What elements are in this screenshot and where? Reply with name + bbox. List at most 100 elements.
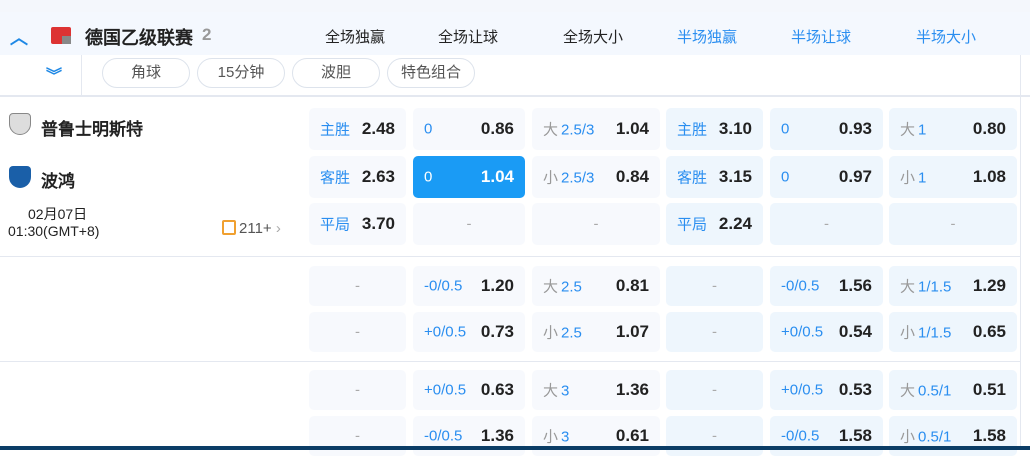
odds-label: 0 [424,121,432,138]
odds-label: -0/0.5 [424,278,462,295]
odds-cell[interactable]: 小 1/1.5 0.65 [889,312,1017,352]
odds-cell[interactable]: 小 2.5 1.07 [532,312,660,352]
odds-cell[interactable]: 0 0.97 [770,156,883,198]
odds-line: -0/0.5 [424,427,463,445]
odds-line: 1 [918,121,927,139]
column-header-ft-handicap[interactable]: 全场让球 [437,29,498,46]
odds-side: 大 [543,278,559,296]
odds-cell[interactable]: 主胜 3.10 [666,108,763,150]
stats-clock-icon [222,220,236,235]
odds-cell[interactable]: -0/0.5 1.20 [413,266,525,306]
home-team[interactable]: 普鲁士明斯特 [41,120,143,139]
odds-value: 2.63 [361,167,395,186]
odds-cell[interactable]: 大 1/1.5 1.29 [889,266,1017,306]
odds-label: 大 0.5/1 [900,380,951,401]
filter-15min[interactable]: 15分钟 [197,58,285,88]
odds-cell[interactable]: -0/0.5 1.56 [770,266,883,306]
odds-cell: - [889,203,1017,245]
odds-label: 大 2.5 [543,276,582,297]
odds-side: 大 [900,121,916,139]
odds-value: 0.86 [480,119,514,138]
odds-cell[interactable]: 主胜 2.48 [309,108,406,150]
odds-cell[interactable]: -0/0.5 1.58 [770,416,883,456]
odds-cell[interactable]: 平局 2.24 [666,203,763,245]
odds-cell[interactable]: 小 1 1.08 [889,156,1017,198]
filter-special-combo[interactable]: 特色组合 [387,58,475,88]
column-header-ht-handicap[interactable]: 半场让球 [790,29,851,46]
odds-cell[interactable]: +0/0.5 0.53 [770,370,883,410]
odds-value: 1.08 [972,167,1006,186]
odds-value: 1.36 [480,426,514,445]
odds-cell[interactable]: 小 2.5/3 0.84 [532,156,660,198]
expand-double-chevron-icon[interactable]: ︾ [46,68,63,85]
odds-line: +0/0.5 [424,381,467,399]
odds-cell[interactable]: 大 2.5/3 1.04 [532,108,660,150]
odds-value: 0.73 [480,322,514,341]
odds-line: 2.5/3 [561,121,595,139]
odds-cell[interactable]: 0 0.86 [413,108,525,150]
odds-label: 平局 [320,214,350,235]
odds-cell[interactable]: 平局 3.70 [309,203,406,245]
odds-side: 小 [543,428,559,446]
column-header-ht-1x2[interactable]: 半场独赢 [676,29,737,46]
more-markets-button[interactable]: 211+ › [222,220,281,237]
odds-line: 1/1.5 [918,324,952,342]
match-date: 02月07日 [28,206,88,222]
odds-value: 3.70 [361,214,395,233]
odds-cell[interactable]: 客胜 3.15 [666,156,763,198]
chevron-right-icon: › [275,220,281,237]
column-header-ft-1x2[interactable]: 全场独赢 [324,29,385,46]
column-header-ht-over-under[interactable]: 半场大小 [915,29,976,46]
odds-cell[interactable]: 大 0.5/1 0.51 [889,370,1017,410]
collapse-chevron-up-icon[interactable]: ︿ [10,28,28,48]
odds-value: 0.63 [480,380,514,399]
filter-corners[interactable]: 角球 [102,58,190,88]
odds-line: -0/0.5 [781,427,820,445]
odds-value: 3.10 [718,119,752,138]
odds-cell[interactable]: -0/0.5 1.36 [413,416,525,456]
odds-side: 小 [900,324,916,342]
odds-line: 1 [918,169,927,187]
scroll-edge [1020,55,1021,450]
odds-cell[interactable]: 客胜 2.63 [309,156,406,198]
odds-label: +0/0.5 [781,324,823,341]
odds-cell[interactable]: 小 3 0.61 [532,416,660,456]
odds-value: 1.36 [615,380,649,399]
odds-cell[interactable]: 大 1 0.80 [889,108,1017,150]
odds-cell: - [770,203,883,245]
odds-line: 2.5 [561,324,582,342]
odds-line: +0/0.5 [424,323,467,341]
odds-label: 大 1/1.5 [900,276,951,297]
league-name: 德国乙级联赛 [85,28,193,48]
odds-cell[interactable]: 大 2.5 0.81 [532,266,660,306]
away-team-crest-icon [9,166,31,188]
empty-odds: - [593,215,599,233]
odds-value: 2.48 [361,119,395,138]
odds-cell[interactable]: 小 0.5/1 1.58 [889,416,1017,456]
odds-cell[interactable]: 0 1.04 [413,156,525,198]
odds-cell[interactable]: +0/0.5 0.54 [770,312,883,352]
odds-value: 0.65 [972,322,1006,341]
odds-label: 客胜 [320,167,350,188]
odds-cell: - [666,266,763,306]
empty-odds: - [950,215,956,233]
away-team[interactable]: 波鸿 [41,172,75,191]
odds-line: 0.5/1 [918,428,952,446]
home-team-crest-icon [9,113,31,135]
odds-label: 小 0.5/1 [900,426,951,447]
odds-value: 1.04 [480,167,514,186]
odds-label: 小 1/1.5 [900,322,951,343]
odds-cell[interactable]: 大 3 1.36 [532,370,660,410]
odds-cell: - [309,266,406,306]
odds-label: -0/0.5 [781,278,819,295]
odds-cell[interactable]: +0/0.5 0.63 [413,370,525,410]
odds-cell: - [666,312,763,352]
column-header-ft-over-under[interactable]: 全场大小 [562,29,623,46]
filter-correct-score[interactable]: 波胆 [292,58,380,88]
odds-cell[interactable]: +0/0.5 0.73 [413,312,525,352]
odds-line: 0 [424,120,433,138]
odds-cell[interactable]: 0 0.93 [770,108,883,150]
